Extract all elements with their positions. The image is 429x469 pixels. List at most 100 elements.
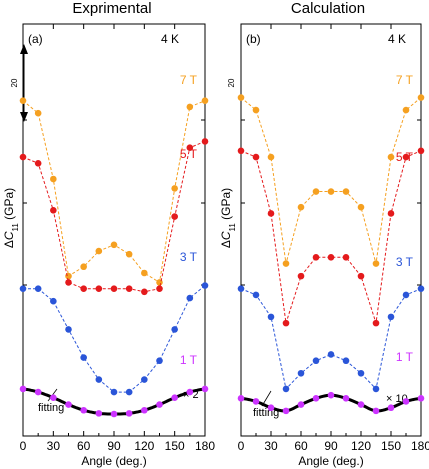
data-point (297, 369, 305, 377)
data-point (34, 388, 42, 396)
data-point (282, 260, 290, 267)
data-point (201, 97, 209, 104)
data-point (417, 285, 425, 292)
data-point (141, 406, 148, 414)
data-point (312, 357, 320, 365)
data-point (34, 109, 42, 117)
data-point (34, 160, 42, 167)
plot-frame (240, 23, 422, 437)
data-point (125, 410, 133, 417)
data-point (171, 394, 178, 402)
data-point (110, 285, 118, 292)
x-tick-label: 150 (165, 439, 185, 453)
data-point (297, 272, 305, 280)
data-point (267, 404, 275, 412)
data-point (417, 94, 425, 101)
data-point (282, 319, 290, 327)
scale-arrow-label: 20 (227, 78, 236, 87)
data-point (297, 203, 305, 211)
data-point (252, 398, 260, 405)
scale-arrow: 20 (10, 44, 28, 122)
data-point (19, 285, 27, 292)
data-point (312, 188, 320, 195)
data-point (50, 394, 57, 402)
data-point (402, 106, 410, 114)
x-tick-label: 30 (264, 439, 278, 453)
data-point (402, 291, 410, 299)
data-point (95, 247, 103, 255)
data-point (387, 313, 395, 321)
data-point (282, 407, 290, 415)
data-point (402, 153, 410, 161)
data-point (237, 395, 245, 402)
data-point (65, 401, 72, 408)
data-point (171, 213, 178, 220)
data-point (417, 395, 425, 402)
data-point (110, 241, 118, 249)
data-point (19, 97, 27, 104)
plot-frame (22, 23, 206, 437)
data-point (372, 407, 380, 415)
data-point (156, 285, 163, 292)
data-point (80, 354, 87, 361)
data-point (357, 369, 365, 377)
data-point (156, 401, 163, 408)
panel-calculation: Calculation (b) 4 K Angle (deg.) ΔC11 (G… (219, 0, 429, 468)
data-point (327, 351, 335, 358)
y-axis-label: ΔC11 (GPa) (219, 188, 237, 248)
data-point (201, 138, 209, 145)
data-point (342, 254, 350, 261)
data-point (357, 272, 365, 280)
data-point (19, 385, 27, 393)
data-point (387, 210, 395, 217)
panel-title: Exprimental (72, 0, 151, 17)
data-point (237, 147, 245, 155)
series-line (240, 97, 422, 264)
data-point (141, 376, 148, 383)
data-point (186, 294, 194, 302)
temperature-label: 4 K (388, 32, 406, 46)
data-point (50, 207, 57, 214)
panel-letter: (b) (246, 32, 261, 46)
series-label: 7 T (396, 73, 414, 87)
series-label: 5 T (396, 150, 414, 164)
data-point (19, 153, 27, 161)
data-point (50, 297, 57, 305)
data-point (65, 279, 72, 286)
data-point (156, 357, 163, 365)
x-tick-label: 120 (134, 439, 154, 453)
data-point (110, 410, 118, 418)
data-point (80, 263, 87, 271)
data-point (372, 260, 380, 267)
data-point (80, 285, 87, 292)
data-point (65, 326, 72, 333)
data-point (387, 404, 395, 412)
data-point (186, 388, 194, 396)
series-label: 1 T (396, 350, 414, 364)
series-label: 3 T (180, 250, 198, 264)
data-point (417, 147, 425, 155)
x-tick-label: 90 (107, 439, 121, 453)
data-point (34, 285, 42, 292)
data-point (95, 285, 103, 292)
data-point (357, 203, 365, 211)
data-point (95, 376, 103, 383)
data-point (237, 94, 245, 101)
data-point (282, 385, 290, 393)
x-tick-label: 60 (77, 439, 91, 453)
data-point (342, 395, 350, 402)
data-point (312, 395, 320, 402)
series-line (22, 100, 206, 284)
data-point (186, 103, 194, 111)
series-line (240, 150, 422, 324)
data-point (95, 410, 103, 417)
data-point (171, 326, 178, 333)
data-point (267, 313, 275, 321)
data-point (186, 144, 194, 151)
data-point (141, 269, 148, 277)
data-point (387, 153, 395, 161)
data-point (372, 319, 380, 327)
x-tick-label: 60 (294, 439, 308, 453)
panel-title: Calculation (291, 0, 365, 17)
